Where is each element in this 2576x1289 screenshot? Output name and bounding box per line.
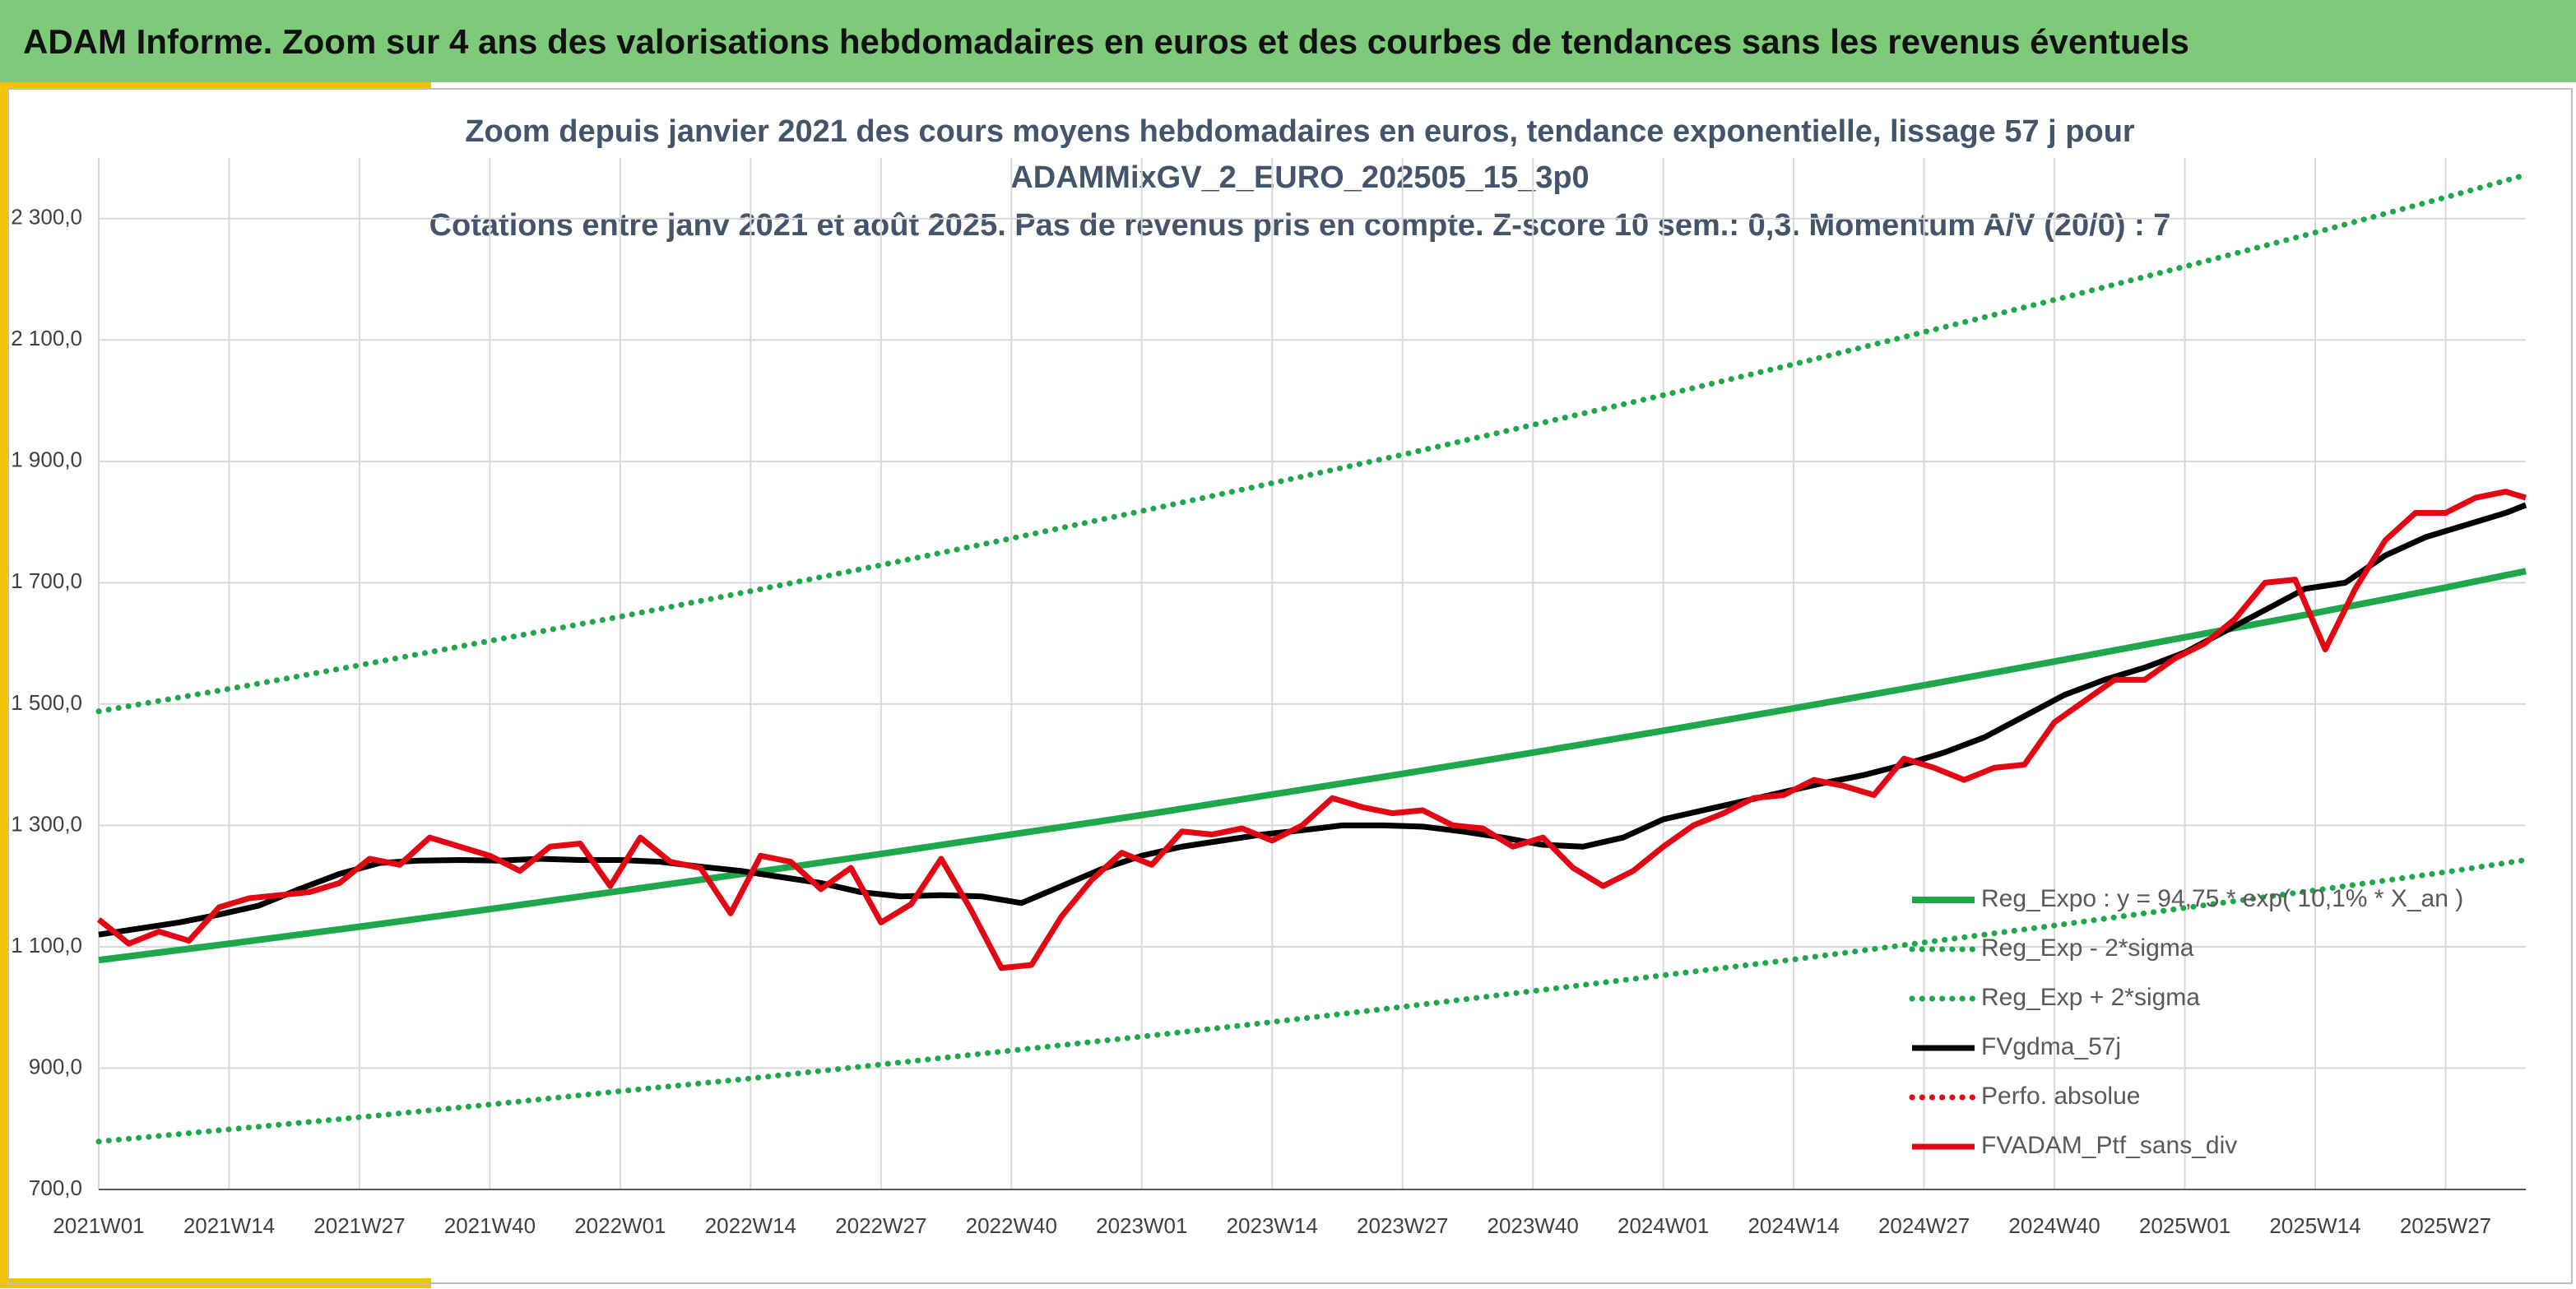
x-tick-label: 2024W40 <box>2008 1213 2100 1238</box>
x-tick-label: 2022W27 <box>835 1213 926 1238</box>
x-tick-label: 2022W14 <box>705 1213 796 1238</box>
y-tick-label: 700,0 <box>29 1175 82 1200</box>
x-tick-label: 2025W01 <box>2139 1213 2230 1238</box>
x-tick-label: 2021W27 <box>313 1213 405 1238</box>
legend-label: FVADAM_Ptf_sans_div <box>1981 1132 2237 1159</box>
legend-label: Reg_Exp + 2*sigma <box>1981 984 2200 1011</box>
x-tick-label: 2024W14 <box>1748 1213 1839 1238</box>
x-tick-label: 2025W14 <box>2269 1213 2360 1238</box>
x-tick-label: 2021W40 <box>444 1213 536 1238</box>
x-tick-label: 2021W01 <box>53 1213 144 1238</box>
accent <box>0 82 431 89</box>
header-band <box>0 0 2576 82</box>
x-tick-label: 2024W01 <box>1618 1213 1709 1238</box>
y-tick-label: 1 300,0 <box>11 811 82 836</box>
x-tick-label: 2022W40 <box>966 1213 1057 1238</box>
legend-label: FVgdma_57j <box>1981 1033 2121 1060</box>
x-tick-label: 2023W01 <box>1096 1213 1187 1238</box>
y-tick-label: 2 100,0 <box>11 326 82 350</box>
y-tick-label: 1 500,0 <box>11 690 82 715</box>
x-tick-label: 2021W14 <box>183 1213 275 1238</box>
series-line <box>96 489 2527 971</box>
y-tick-label: 900,0 <box>29 1054 82 1078</box>
header-title: ADAM Informe. Zoom sur 4 ans des valoris… <box>23 22 2189 61</box>
subtitle: Zoom depuis janvier 2021 des cours moyen… <box>465 114 2135 149</box>
legend-label: Reg_Exp - 2*sigma <box>1981 934 2194 962</box>
subtitle: Cotations entre janv 2021 et août 2025. … <box>429 208 2171 243</box>
x-tick-label: 2023W14 <box>1227 1213 1318 1238</box>
series-line <box>98 502 2527 938</box>
legend-label: Perfo. absolue <box>1981 1083 2140 1110</box>
y-tick-label: 1 700,0 <box>11 568 82 593</box>
legend-label: Reg_Expo : y = 94,75 * exp( 10,1% * X_an… <box>1981 885 2463 912</box>
series-line <box>95 172 2529 715</box>
x-tick-label: 2025W27 <box>2400 1213 2491 1238</box>
y-tick-label: 1 100,0 <box>11 933 82 957</box>
x-tick-label: 2023W40 <box>1488 1213 1579 1238</box>
accent <box>0 82 8 1283</box>
y-tick-label: 2 300,0 <box>11 205 82 230</box>
frame <box>7 88 2573 1284</box>
series-line <box>95 856 2529 1145</box>
subtitle: ADAMMixGV_2_EURO_202505_15_3p0 <box>1010 160 1589 195</box>
y-tick-label: 1 900,0 <box>11 447 82 472</box>
series-line <box>98 568 2527 964</box>
x-tick-label: 2023W27 <box>1357 1213 1448 1238</box>
x-tick-label: 2024W27 <box>1878 1213 1970 1238</box>
x-tick-label: 2022W01 <box>574 1213 666 1238</box>
